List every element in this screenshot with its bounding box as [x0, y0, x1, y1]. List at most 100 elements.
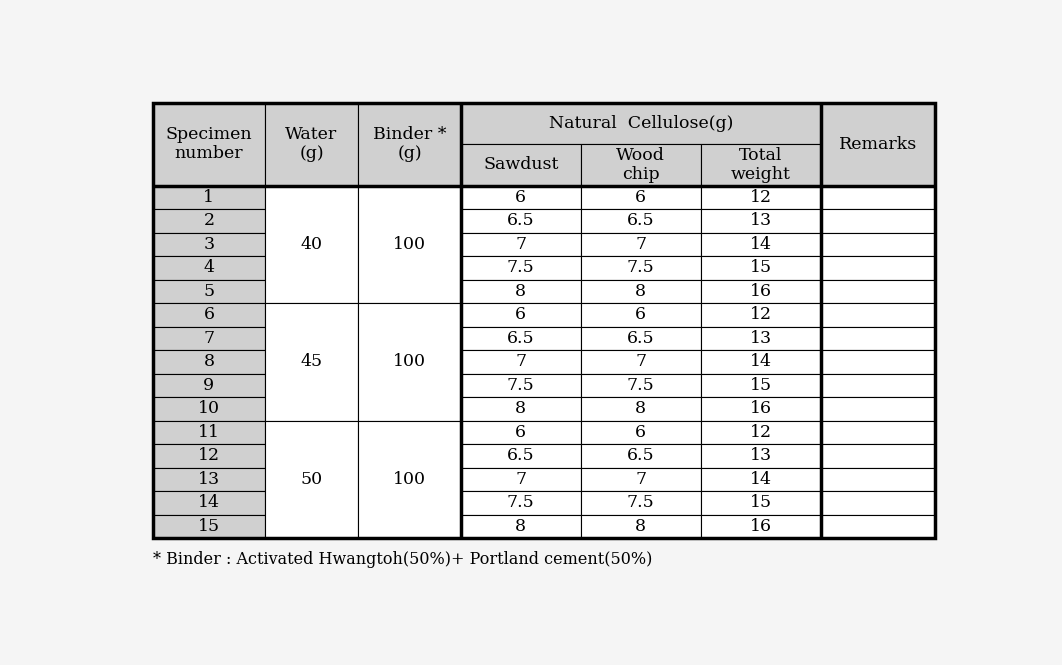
Text: 8: 8 — [635, 400, 646, 418]
Bar — [701, 233, 821, 256]
Bar — [701, 186, 821, 209]
Bar — [461, 103, 821, 144]
Text: 8: 8 — [515, 400, 527, 418]
Text: 6.5: 6.5 — [507, 330, 534, 347]
Bar — [461, 420, 581, 444]
Bar — [581, 186, 701, 209]
Bar — [701, 374, 821, 397]
Text: Water
(g): Water (g) — [286, 126, 338, 162]
Bar — [461, 209, 581, 233]
Text: 45: 45 — [301, 353, 323, 370]
Bar — [461, 467, 581, 491]
Text: 100: 100 — [393, 471, 426, 488]
Text: 12: 12 — [198, 448, 220, 464]
Bar — [461, 303, 581, 327]
Bar — [153, 327, 264, 350]
Text: 16: 16 — [750, 400, 772, 418]
Text: 14: 14 — [750, 353, 772, 370]
Bar — [461, 186, 581, 209]
Text: Specimen
number: Specimen number — [166, 126, 253, 162]
Text: 16: 16 — [750, 518, 772, 535]
Text: 9: 9 — [203, 377, 215, 394]
Bar — [581, 279, 701, 303]
Text: 13: 13 — [750, 448, 772, 464]
Text: 15: 15 — [750, 377, 772, 394]
Text: 7: 7 — [203, 330, 215, 347]
Text: 15: 15 — [750, 494, 772, 511]
Bar — [821, 209, 936, 233]
Bar — [153, 467, 264, 491]
Bar — [701, 350, 821, 374]
Text: 11: 11 — [198, 424, 220, 441]
Text: 40: 40 — [301, 236, 323, 253]
Bar — [153, 515, 264, 538]
Bar — [153, 256, 264, 279]
Bar — [701, 209, 821, 233]
Bar — [581, 374, 701, 397]
Bar — [821, 491, 936, 515]
Text: Sawdust: Sawdust — [483, 156, 559, 174]
Bar — [821, 279, 936, 303]
Text: 16: 16 — [750, 283, 772, 300]
Bar — [821, 327, 936, 350]
Text: 7: 7 — [635, 236, 647, 253]
Bar — [821, 233, 936, 256]
Bar — [581, 420, 701, 444]
Text: 3: 3 — [203, 236, 215, 253]
Text: 6.5: 6.5 — [507, 448, 534, 464]
Bar — [821, 444, 936, 467]
Text: Total
weight: Total weight — [731, 146, 790, 183]
Text: Natural  Cellulose(g): Natural Cellulose(g) — [548, 115, 733, 132]
Bar — [821, 186, 936, 209]
Bar — [461, 515, 581, 538]
Text: * Binder : Activated Hwangtoh(50%)+ Portland cement(50%): * Binder : Activated Hwangtoh(50%)+ Port… — [153, 551, 653, 568]
Text: 6.5: 6.5 — [627, 448, 654, 464]
Text: Binder *
(g): Binder * (g) — [373, 126, 446, 162]
Bar — [581, 350, 701, 374]
Bar — [581, 303, 701, 327]
Text: 8: 8 — [635, 283, 646, 300]
Bar — [701, 420, 821, 444]
Text: 6.5: 6.5 — [627, 330, 654, 347]
Bar — [701, 303, 821, 327]
Bar — [461, 374, 581, 397]
Bar — [461, 397, 581, 420]
Text: 8: 8 — [515, 283, 527, 300]
Text: 7: 7 — [515, 471, 527, 488]
Text: 7.5: 7.5 — [507, 377, 534, 394]
Bar — [153, 303, 264, 327]
Text: 4: 4 — [204, 259, 215, 276]
Bar — [153, 279, 264, 303]
Text: 12: 12 — [750, 189, 772, 205]
Text: 7.5: 7.5 — [627, 494, 654, 511]
Text: 7.5: 7.5 — [507, 494, 534, 511]
Text: 6: 6 — [635, 424, 646, 441]
Bar — [821, 397, 936, 420]
Text: 8: 8 — [635, 518, 646, 535]
Bar — [821, 374, 936, 397]
Text: 15: 15 — [198, 518, 220, 535]
Bar — [461, 350, 581, 374]
Bar — [701, 279, 821, 303]
Text: 6: 6 — [515, 424, 527, 441]
Text: 6.5: 6.5 — [627, 212, 654, 229]
Bar — [701, 327, 821, 350]
Text: 7: 7 — [515, 236, 527, 253]
Text: 50: 50 — [301, 471, 323, 488]
Bar — [701, 256, 821, 279]
Text: 8: 8 — [204, 353, 215, 370]
Bar — [461, 256, 581, 279]
Bar — [821, 350, 936, 374]
Text: 6: 6 — [515, 307, 527, 323]
Bar — [701, 467, 821, 491]
Bar — [581, 397, 701, 420]
Bar — [461, 144, 581, 186]
Text: 14: 14 — [198, 494, 220, 511]
Bar — [821, 467, 936, 491]
Bar — [153, 397, 264, 420]
Text: 7: 7 — [515, 353, 527, 370]
Text: 15: 15 — [750, 259, 772, 276]
Bar — [821, 420, 936, 444]
Text: 7: 7 — [635, 471, 647, 488]
Bar — [701, 491, 821, 515]
